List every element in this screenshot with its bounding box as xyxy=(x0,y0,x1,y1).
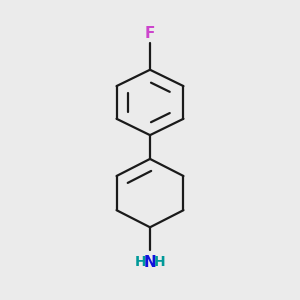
Text: N: N xyxy=(144,255,156,270)
Text: H: H xyxy=(154,255,165,269)
Text: F: F xyxy=(145,26,155,40)
Text: H: H xyxy=(135,255,146,269)
